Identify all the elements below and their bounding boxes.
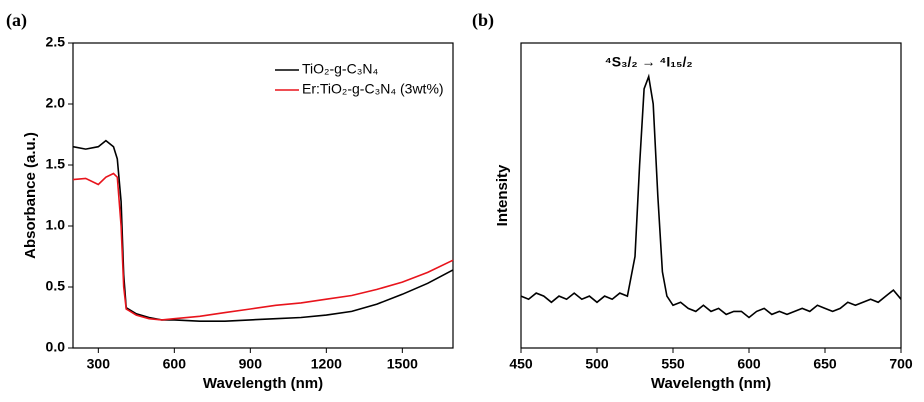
- x-axis-label: Wavelength (nm): [203, 375, 323, 392]
- x-tick-label: 1500: [387, 356, 418, 372]
- x-tick-label: 650: [813, 356, 837, 372]
- data-line: [72, 139, 454, 322]
- y-axis-label: Intensity: [494, 164, 511, 226]
- y-tick-label: 2.5: [46, 34, 66, 50]
- panel-label: (b): [472, 10, 494, 31]
- data-line: [520, 73, 902, 319]
- legend-label: Er:TiO₂-g-C₃N₄ (3wt%): [302, 81, 444, 97]
- y-tick-label: 0.0: [46, 339, 66, 355]
- x-tick-label: 450: [509, 356, 533, 372]
- x-tick-label: 550: [661, 356, 685, 372]
- x-tick-label: 600: [737, 356, 761, 372]
- x-axis-label: Wavelength (nm): [651, 375, 771, 392]
- data-line: [72, 172, 454, 321]
- x-tick-label: 600: [163, 356, 187, 372]
- y-tick-label: 0.5: [46, 278, 66, 294]
- x-tick-label: 300: [87, 356, 111, 372]
- panel-label: (a): [6, 10, 27, 31]
- x-tick-label: 1200: [311, 356, 342, 372]
- plot-frame: [72, 42, 454, 349]
- x-tick-label: 500: [585, 356, 609, 372]
- y-axis-label: Absorbance (a.u.): [22, 132, 39, 259]
- x-tick-label: 700: [889, 356, 913, 372]
- y-tick-label: 2.0: [46, 95, 66, 111]
- x-tick-label: 900: [239, 356, 263, 372]
- y-tick-label: 1.5: [46, 156, 66, 172]
- peak-annotation: ⁴S₃/₂ → ⁴I₁₅/₂: [605, 54, 693, 70]
- legend-label: TiO₂-g-C₃N₄: [302, 61, 378, 77]
- plot-frame: [520, 42, 902, 349]
- y-tick-label: 1.0: [46, 217, 66, 233]
